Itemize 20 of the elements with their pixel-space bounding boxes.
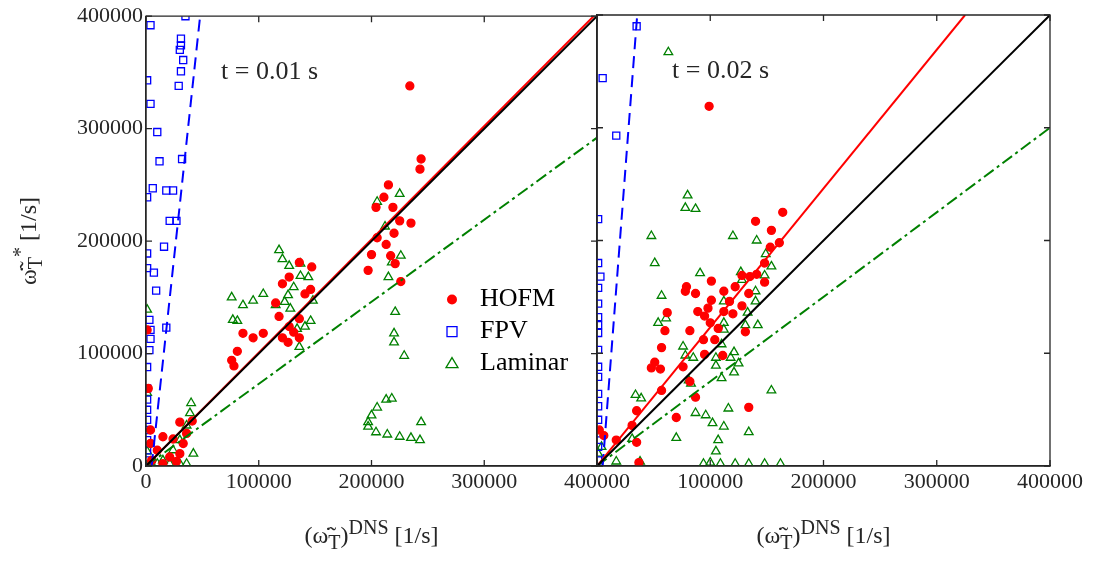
annotation: t = 0.01 s: [221, 56, 319, 87]
x-tick-label: 100000: [225, 467, 292, 493]
x-tick-label: 200000: [790, 467, 857, 493]
y-tick-label: 300000: [77, 114, 143, 140]
legend-label: FPV: [480, 315, 528, 345]
x-tick-label: 400000: [564, 467, 630, 493]
x-tick-label: 300000: [903, 467, 970, 493]
x-tick-label: 300000: [451, 467, 518, 493]
annotation: t = 0.02 s: [672, 55, 770, 85]
x-tick-label: 100000: [677, 467, 744, 493]
y-tick-label: 400000: [77, 1, 143, 27]
y-tick-label: 200000: [77, 226, 143, 252]
x-axis-title: (ω̇̃$_{T}$)$^{DNS}$ [1/s]: [304, 516, 439, 554]
x-tick-label: 200000: [338, 467, 405, 493]
x-tick-label: 400000: [1017, 467, 1083, 493]
legend-label: HOFM: [480, 283, 556, 313]
y-tick-label: 100000: [77, 339, 143, 365]
y-tick-label: 0: [132, 451, 143, 477]
x-axis-title: (ω̇̃$_{T}$)$^{DNS}$ [1/s]: [756, 516, 891, 554]
legend-label: Laminar: [480, 347, 569, 377]
